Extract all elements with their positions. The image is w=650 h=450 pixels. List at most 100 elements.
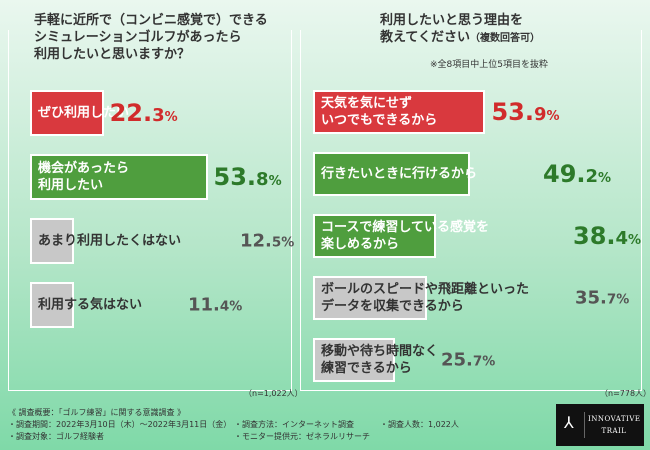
bar-label-line: ボールのスピードや飛距離といった — [321, 282, 530, 297]
right-title-line-2: 教えてください（複数回答可） — [380, 29, 630, 47]
bar-value-main: 12. — [240, 230, 272, 252]
left-chart-title: 手軽に近所で（コンビニ感覚で）できる シミュレーションゴルフがあったら 利用した… — [34, 12, 294, 63]
bar-value-unit: % — [546, 109, 560, 124]
bar-value-decimal: 4 — [219, 298, 230, 315]
bar-label-line: 行きたいときに行けるから — [321, 166, 478, 182]
bar-label-line: あまり利用したくはない — [38, 233, 182, 249]
bar-label-line: データを収集できるから — [321, 299, 464, 314]
bar-label-line: 移動や待ち時間なく — [321, 344, 439, 359]
right-sample-size: （n=778人） — [600, 389, 650, 398]
bar-value-unit: % — [616, 292, 630, 308]
logo-text: INNOVATIVE TRAIL — [588, 413, 640, 437]
bar-label-line: コースで練習している感覚を — [321, 220, 489, 235]
survey-count: ・調査人数：1,022人 — [380, 420, 459, 429]
logo-divider — [584, 412, 585, 438]
bar-label-line: 利用したい — [38, 178, 104, 193]
bar — [313, 276, 428, 320]
left-title-line-1: 手軽に近所で（コンビニ感覚で）できる — [34, 13, 268, 28]
bar-label-line: 機会があったら — [38, 161, 130, 176]
bar — [30, 282, 74, 328]
bar-value: 53.8% — [214, 163, 282, 191]
bar-label: 天気を気にせずいつでもできるから — [321, 95, 437, 129]
bar-value: 12.5% — [240, 231, 294, 252]
bar-row: 機会があったら 利用したい 53.8% — [30, 154, 285, 200]
left-panel-frame — [8, 30, 292, 391]
bar-row: あまり利用したくはない 12.5% — [30, 218, 294, 264]
bar-value-decimal: 9 — [533, 104, 547, 125]
bar-value-unit: % — [628, 233, 642, 248]
bar-label: 行きたいときに行けるから — [321, 166, 477, 183]
bar-value: 38.4% — [573, 222, 641, 250]
bar-label-line: いつでもできるから — [321, 113, 438, 128]
bar — [30, 90, 104, 136]
bar-value-unit: % — [281, 235, 295, 251]
right-panel-frame — [300, 30, 642, 391]
right-title-line-1: 利用したいと思う理由を — [380, 13, 524, 28]
bar-label: コースで練習している感覚を 楽しめるから — [321, 219, 489, 253]
bar-value-decimal: 2 — [585, 166, 599, 187]
bar-row: 天気を気にせずいつでもできるから 53.9% — [313, 90, 638, 134]
bar-label: ぜひ利用したい — [38, 105, 129, 122]
bar-value-unit: % — [268, 174, 282, 189]
survey-footer: 《 調査概要：「ゴルフ練習」に関する意識調査 》 ・調査期間：2022年3月10… — [8, 407, 548, 441]
bar — [313, 152, 471, 196]
bar-value: 25.7% — [441, 350, 495, 371]
bar-label: 移動や待ち時間なく 練習できるから — [321, 343, 438, 377]
bar-value-decimal: 7 — [472, 353, 483, 370]
bar-label: ボールのスピードや飛距離といった データを収集できるから — [321, 281, 529, 315]
bar-value-main: 22. — [109, 99, 153, 127]
bar-value: 11.4% — [188, 295, 242, 316]
bar-label: 利用する気はない — [38, 297, 142, 314]
bar-value-unit: % — [164, 110, 178, 125]
logo-line-2: TRAIL — [601, 427, 627, 435]
bar-value-decimal: 3 — [152, 105, 165, 126]
survey-target: ・調査対象：ゴルフ経験者 — [8, 432, 104, 441]
bar-value-decimal: 4 — [615, 228, 629, 249]
survey-heading: 《 調査概要：「ゴルフ練習」に関する意識調査 》 — [8, 408, 186, 417]
right-note: ※全8項目中上位5項目を抜粋 — [430, 60, 548, 70]
bar-label-line: 利用する気はない — [38, 297, 143, 313]
right-title-main: 教えてください — [380, 30, 470, 45]
bar-row: ボールのスピードや飛距離といった データを収集できるから 35.7% — [313, 276, 638, 320]
bar-row: 移動や待ち時間なく 練習できるから 25.7% — [313, 338, 638, 382]
bar-row: 行きたいときに行けるから 49.2% — [313, 152, 638, 196]
logo-line-1: INNOVATIVE — [588, 415, 641, 423]
bar-value-main: 38. — [573, 222, 616, 250]
survey-provider: ・モニター提供元：ゼネラルリサーチ — [234, 432, 370, 441]
bar-label-line: 天気を気にせず — [321, 96, 413, 111]
company-logo: ⅄ INNOVATIVE TRAIL — [556, 404, 644, 446]
bar-value-unit: % — [482, 354, 496, 370]
bar-row: 利用する気はない 11.4% — [30, 282, 285, 328]
survey-period: ・調査期間：2022年3月10日（木）〜2022年3月11日（金） — [8, 420, 232, 429]
bar — [30, 218, 74, 264]
bar-value-main: 53. — [213, 163, 257, 191]
bar — [30, 154, 208, 200]
bar-label-line: ぜひ利用したい — [38, 105, 130, 121]
bar — [313, 90, 486, 134]
bar-value-main: 25. — [441, 349, 473, 371]
left-title-line-3: 利用したいと思いますか？ — [34, 47, 191, 62]
bar-value-main: 53. — [491, 98, 534, 126]
bar — [313, 214, 436, 258]
bar-value: 22.3% — [110, 99, 178, 127]
bar-value: 35.7% — [575, 288, 629, 309]
bar-label: あまり利用したくはない — [38, 233, 181, 250]
bar-value-decimal: 7 — [606, 291, 617, 308]
bar-value: 53.9% — [491, 98, 559, 126]
bar-value-main: 35. — [575, 287, 607, 309]
bar-value-unit: % — [598, 171, 612, 186]
bar-value-main: 11. — [188, 294, 220, 316]
bar-value: 49.2% — [543, 160, 611, 188]
bar-row: ぜひ利用したい 22.3% — [30, 90, 285, 136]
left-sample-size: （n=1,022人） — [244, 389, 303, 398]
bar-row: コースで練習している感覚を 楽しめるから 38.4% — [313, 214, 641, 258]
logo-mark-icon: ⅄ — [564, 413, 574, 432]
bar-value-unit: % — [229, 299, 243, 315]
bar-label-line: 練習できるから — [321, 361, 412, 376]
bar-value-decimal: 5 — [271, 234, 282, 251]
survey-method: ・調査方法：インターネット調査 — [234, 420, 354, 429]
bar — [313, 338, 396, 382]
bar-label-line: 楽しめるから — [321, 237, 400, 252]
bar-label: 機会があったら 利用したい — [38, 160, 129, 194]
right-chart-title: 利用したいと思う理由を 教えてください（複数回答可） — [380, 12, 630, 47]
